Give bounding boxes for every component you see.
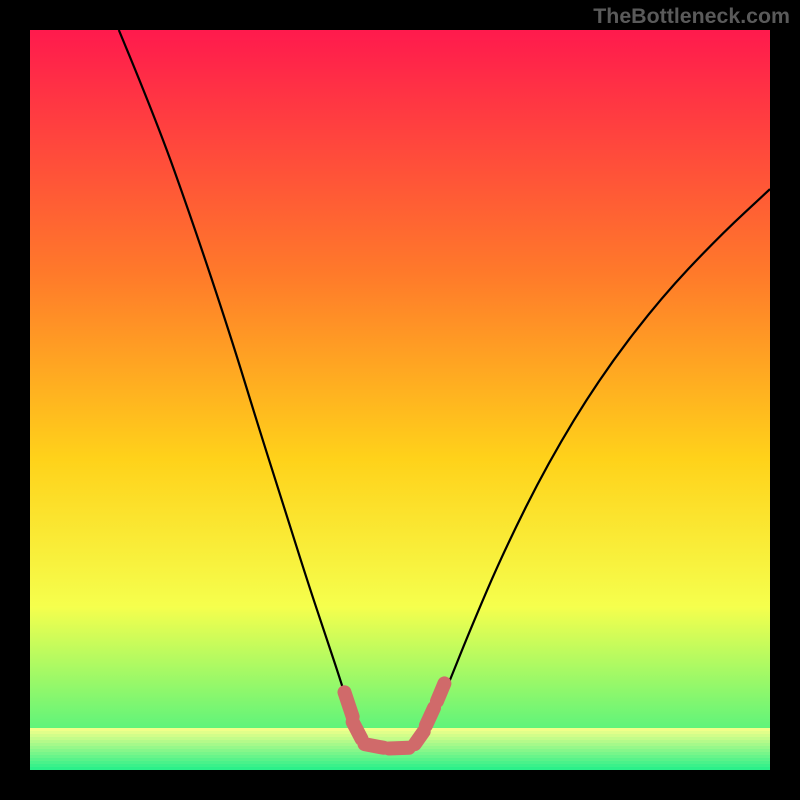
dash-highlight-marks [30,30,770,770]
watermark-text: TheBottleneck.com [593,4,790,29]
canvas-root: TheBottleneck.com [0,0,800,800]
plot-area [30,30,770,770]
